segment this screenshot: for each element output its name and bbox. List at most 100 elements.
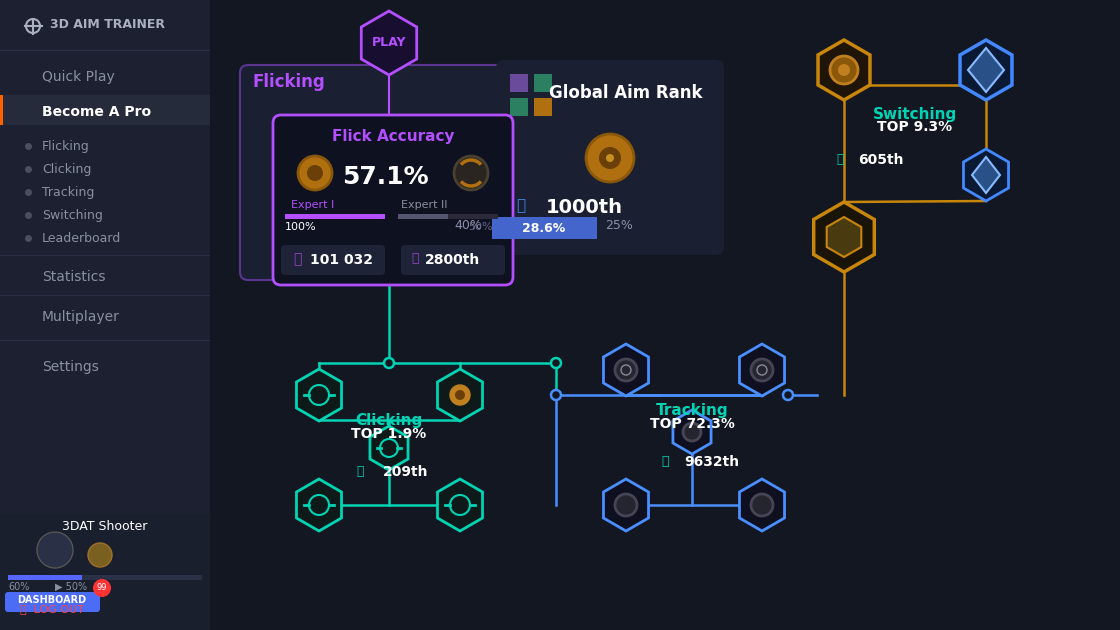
FancyBboxPatch shape [401, 245, 505, 275]
Bar [0, 0, 211, 630]
Text: 50%: 50% [468, 222, 493, 232]
Text: 🏆: 🏆 [411, 252, 419, 265]
Text: Clicking: Clicking [43, 163, 92, 176]
Bar [0, 95, 3, 125]
Bar [534, 98, 552, 116]
Text: Switching: Switching [872, 107, 958, 122]
Circle shape [615, 494, 637, 516]
Text: 3DAT Shooter: 3DAT Shooter [63, 520, 148, 533]
Polygon shape [673, 410, 711, 454]
Polygon shape [438, 479, 483, 531]
Circle shape [384, 358, 394, 368]
Polygon shape [739, 479, 784, 531]
Text: 🏆: 🏆 [661, 455, 669, 468]
Bar [492, 217, 597, 239]
Circle shape [615, 359, 637, 381]
Text: TOP 1.9%: TOP 1.9% [352, 427, 427, 441]
Polygon shape [297, 479, 342, 531]
Text: Flicking: Flicking [252, 73, 325, 91]
Text: 57.1%: 57.1% [342, 165, 428, 189]
Bar [8, 575, 82, 580]
Polygon shape [972, 157, 1000, 193]
Text: DASHBOARD: DASHBOARD [18, 595, 86, 605]
Circle shape [551, 390, 561, 400]
Polygon shape [814, 202, 875, 272]
Circle shape [683, 423, 701, 441]
Text: Multiplayer: Multiplayer [43, 310, 120, 324]
Polygon shape [297, 369, 342, 421]
Text: 3D AIM TRAINER: 3D AIM TRAINER [50, 18, 165, 31]
Circle shape [599, 147, 620, 169]
Text: 2800th: 2800th [426, 253, 480, 267]
Polygon shape [739, 344, 784, 396]
Bar [398, 214, 498, 219]
Polygon shape [362, 11, 417, 75]
Bar [0, 50, 211, 51]
Text: Global Aim Rank: Global Aim Rank [549, 84, 702, 102]
Polygon shape [604, 479, 648, 531]
Text: 99: 99 [96, 583, 108, 592]
Circle shape [606, 154, 614, 162]
Polygon shape [963, 149, 1008, 201]
Circle shape [752, 359, 773, 381]
Polygon shape [438, 369, 483, 421]
Text: 60%: 60% [8, 582, 29, 592]
Circle shape [298, 156, 332, 190]
Text: Flicking: Flicking [43, 140, 90, 153]
Bar [8, 575, 202, 580]
Circle shape [88, 543, 112, 567]
FancyBboxPatch shape [240, 65, 510, 280]
Text: 209th: 209th [383, 465, 429, 479]
Circle shape [620, 365, 631, 375]
Circle shape [37, 532, 73, 568]
Polygon shape [827, 217, 861, 257]
Text: Statistics: Statistics [43, 270, 105, 284]
Text: 🏆: 🏆 [516, 198, 525, 213]
Bar [534, 74, 552, 92]
Circle shape [783, 390, 793, 400]
Bar [0, 95, 211, 125]
Text: ▶ 50%: ▶ 50% [55, 582, 87, 592]
Text: Leaderboard: Leaderboard [43, 232, 121, 245]
Circle shape [93, 579, 111, 597]
Text: Become A Pro: Become A Pro [43, 105, 151, 119]
Text: ⏻  LOG OUT: ⏻ LOG OUT [20, 604, 84, 614]
Text: 🏆: 🏆 [837, 153, 843, 166]
Text: 605th: 605th [858, 153, 904, 167]
Text: TOP 9.3%: TOP 9.3% [877, 120, 953, 134]
Text: Clicking: Clicking [355, 413, 422, 428]
Bar [398, 214, 448, 219]
Text: 🔫: 🔫 [293, 252, 301, 266]
Text: 40%: 40% [454, 219, 482, 232]
Bar [510, 98, 528, 116]
Bar [284, 214, 385, 219]
FancyBboxPatch shape [281, 245, 385, 275]
FancyBboxPatch shape [4, 592, 100, 612]
Circle shape [450, 385, 470, 405]
Text: 9632th: 9632th [684, 455, 739, 469]
FancyBboxPatch shape [273, 115, 513, 285]
Text: Flick Accuracy: Flick Accuracy [332, 129, 455, 144]
Text: TOP 72.3%: TOP 72.3% [650, 417, 735, 431]
Text: Quick Play: Quick Play [43, 70, 114, 84]
Circle shape [551, 358, 561, 368]
Text: 101 032: 101 032 [309, 253, 373, 267]
Circle shape [752, 494, 773, 516]
Polygon shape [604, 344, 648, 396]
Text: Tracking: Tracking [43, 186, 94, 199]
Polygon shape [818, 40, 870, 100]
Text: 1000th: 1000th [547, 198, 623, 217]
Circle shape [454, 156, 488, 190]
Circle shape [757, 365, 767, 375]
Text: 100%: 100% [284, 222, 317, 232]
Bar [0, 340, 211, 341]
Bar [0, 295, 211, 296]
Text: Expert II: Expert II [401, 200, 448, 210]
Circle shape [830, 56, 858, 84]
Circle shape [838, 64, 850, 76]
Text: 🏆: 🏆 [356, 465, 364, 478]
Polygon shape [960, 40, 1012, 100]
Text: PLAY: PLAY [372, 37, 407, 50]
Text: Settings: Settings [43, 360, 99, 374]
Text: 25%: 25% [605, 219, 633, 232]
